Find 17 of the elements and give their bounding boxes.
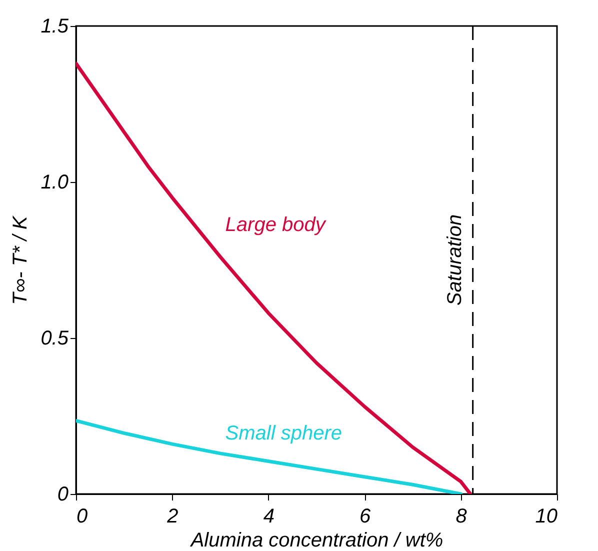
- x-axis-title: Alumina concentration / wt%: [190, 530, 444, 551]
- x-tick-label: 4: [263, 506, 274, 528]
- y-tick-label: 1.0: [40, 172, 68, 194]
- series-label: Small sphere: [225, 422, 342, 444]
- x-tick-label: 8: [456, 506, 467, 528]
- ref-line-label: Saturation: [444, 214, 466, 306]
- y-tick-label: 0.5: [40, 328, 70, 350]
- line-series: [76, 62, 472, 494]
- x-tick-label: 2: [166, 506, 178, 528]
- series-label: Large body: [225, 214, 326, 236]
- y-tick-label: 0: [57, 484, 68, 506]
- y-tick-label: 1.5: [40, 16, 70, 38]
- line-series: [76, 418, 463, 494]
- x-tick-label: 6: [360, 506, 372, 528]
- x-tick-label: 0: [76, 506, 88, 528]
- y-axis-title: T∞- T* / K: [10, 214, 32, 305]
- x-tick-label: 10: [535, 506, 558, 528]
